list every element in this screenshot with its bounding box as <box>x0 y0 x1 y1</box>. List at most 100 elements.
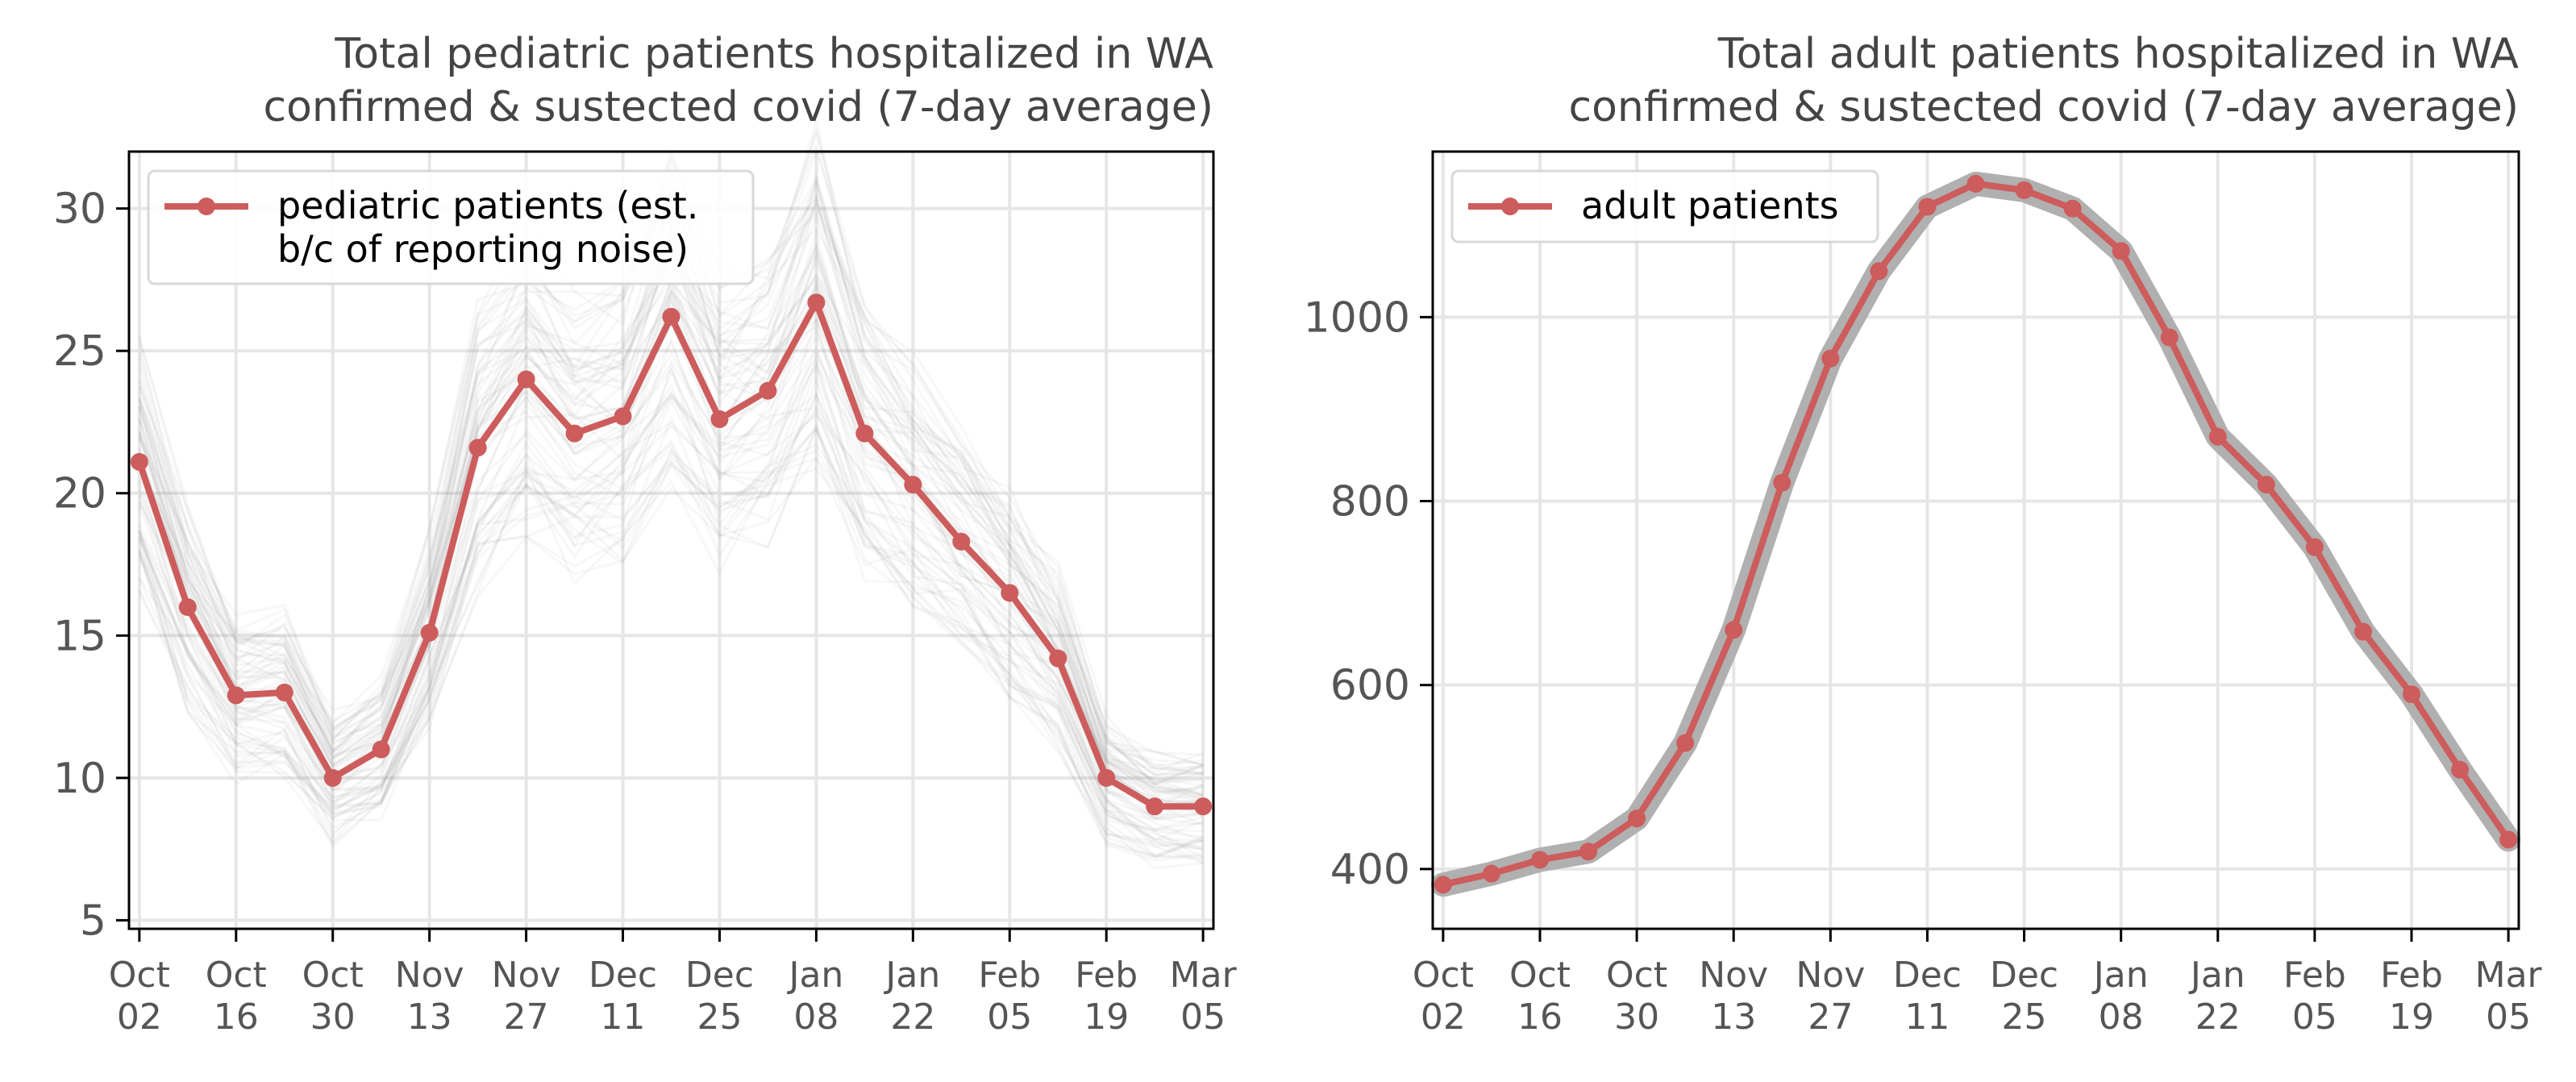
ensemble-trace <box>138 448 1204 858</box>
x-tick-label: Oct 30 <box>1606 955 1667 1038</box>
data-point <box>1434 876 1452 894</box>
ensemble-trace <box>138 391 1204 864</box>
data-point <box>2451 760 2470 779</box>
ensemble-trace <box>138 355 1204 848</box>
data-point <box>710 410 729 428</box>
y-tick-label: 600 <box>1330 662 1410 710</box>
data-point <box>517 370 535 389</box>
data-point <box>323 768 342 787</box>
ensemble-trace <box>138 336 1204 843</box>
ensemble-trace <box>138 375 1204 859</box>
ensemble-trace <box>138 455 1204 863</box>
data-point <box>1049 649 1067 668</box>
ensemble-trace <box>138 243 1204 805</box>
x-tick-label: Oct 16 <box>206 955 267 1038</box>
pediatric-chart-panel: Oct 02 Oct 16 Oct 30 Nov 13 Nov 27 Dec 11 Dec 25 Jan 08… <box>53 30 1238 1038</box>
data-point <box>1966 174 1985 193</box>
data-point <box>855 424 874 443</box>
uncertainty-band <box>1430 171 2521 897</box>
y-tick-label: 20 <box>53 470 106 518</box>
data-point <box>2353 622 2372 641</box>
data-point <box>1725 621 1743 639</box>
ensemble-trace <box>138 314 1204 818</box>
data-point <box>178 597 197 616</box>
y-tick-label: 1000 <box>1304 293 1410 342</box>
data-point <box>420 623 439 642</box>
ensemble-trace <box>138 353 1204 821</box>
x-tick-label: Dec 25 <box>685 955 754 1038</box>
x-tick-label: Dec 11 <box>589 955 657 1038</box>
ensemble-trace <box>138 282 1204 804</box>
ensemble-trace <box>138 164 1204 786</box>
data-point <box>2499 830 2518 849</box>
adult-chart-title: Total adult patients hospitalized in WA c… <box>1568 30 2519 131</box>
x-tick-label: Oct 02 <box>1413 955 1474 1038</box>
ensemble-trace <box>138 396 1204 839</box>
ensemble-trace <box>138 382 1204 848</box>
pediatric-plot-frame <box>127 150 1215 930</box>
ensemble-trace <box>138 351 1204 831</box>
data-point <box>275 683 293 701</box>
data-point <box>2160 328 2179 347</box>
x-tick-label: Jan 08 <box>2091 955 2149 1038</box>
ensemble-trace <box>138 415 1204 859</box>
adult-legend: adult patients <box>1450 169 1879 243</box>
x-tick-label: Mar 05 <box>1170 955 1238 1038</box>
adult-chart-panel: Oct 02 Oct 16 Oct 30 Nov 13 Nov 27 Dec 11 Dec 25 Jan 08… <box>1304 30 2543 1038</box>
y-tick-label: 15 <box>53 612 106 660</box>
data-point <box>2063 199 2082 218</box>
x-tick-label: Jan 22 <box>2188 955 2245 1038</box>
ensemble-trace <box>138 393 1204 851</box>
data-point <box>1870 262 1888 281</box>
adult-series-line <box>1442 180 2511 888</box>
data-point <box>1628 809 1646 828</box>
data-point <box>1194 797 1213 816</box>
x-tick-label: Nov 13 <box>395 955 464 1038</box>
y-tick-label: 800 <box>1330 478 1410 526</box>
ensemble-trace <box>138 451 1204 860</box>
ensemble-trace <box>138 364 1204 830</box>
ensemble-trace <box>138 275 1204 787</box>
ensemble-trace <box>138 127 1204 774</box>
data-point <box>1097 768 1116 787</box>
data-point <box>614 407 632 426</box>
x-tick-label: Dec 25 <box>1990 955 2058 1038</box>
data-point <box>565 424 584 443</box>
legend-marker-sample <box>1501 198 1519 215</box>
ensemble-trace <box>138 422 1204 858</box>
pediatric-series-points <box>130 293 1213 816</box>
pediatric-legend: pediatric patients (est. b/c of reporting… <box>147 169 755 285</box>
ensemble-trace <box>138 346 1204 843</box>
adult-y-ticks: 400 600 800 1000 <box>1304 293 1433 894</box>
pediatric-y-ticks: 5 10 15 20 25 30 <box>53 185 129 945</box>
x-tick-label: Jan 22 <box>883 955 940 1038</box>
x-tick-label: Feb 05 <box>2283 955 2346 1038</box>
data-point <box>372 740 390 759</box>
x-tick-label: Feb 19 <box>2380 955 2443 1038</box>
ensemble-trace <box>138 426 1204 851</box>
x-tick-label: Nov 27 <box>492 955 561 1038</box>
data-point <box>468 439 487 457</box>
data-point <box>227 686 245 705</box>
x-tick-label: Oct 16 <box>1509 955 1571 1038</box>
data-point <box>1530 851 1549 869</box>
x-tick-label: Dec 11 <box>1893 955 1962 1038</box>
data-point <box>2403 685 2421 704</box>
data-point <box>662 307 680 326</box>
adult-x-ticks: Oct 02 Oct 16 Oct 30 Nov 13 Nov 27 Dec 11 Dec 25 Jan 08… <box>1413 929 2543 1038</box>
ensemble-trace <box>138 427 1204 851</box>
legend-box <box>1450 169 1879 243</box>
data-point <box>1146 797 1164 816</box>
ensemble-trace <box>138 405 1204 870</box>
data-point <box>759 381 777 400</box>
data-point <box>2015 181 2033 199</box>
data-point <box>1676 734 1695 752</box>
pediatric-x-ticks: Oct 02 Oct 16 Oct 30 Nov 13 Nov 27 Dec 11 Dec 25 Jan 08… <box>109 929 1238 1038</box>
legend-marker-sample <box>198 198 215 215</box>
legend-box <box>147 169 755 285</box>
legend-label: pediatric patients (est. b/c of reporting… <box>277 184 698 271</box>
y-tick-label: 400 <box>1330 846 1410 894</box>
x-tick-label: Oct 30 <box>302 955 364 1038</box>
y-tick-label: 25 <box>53 327 106 376</box>
